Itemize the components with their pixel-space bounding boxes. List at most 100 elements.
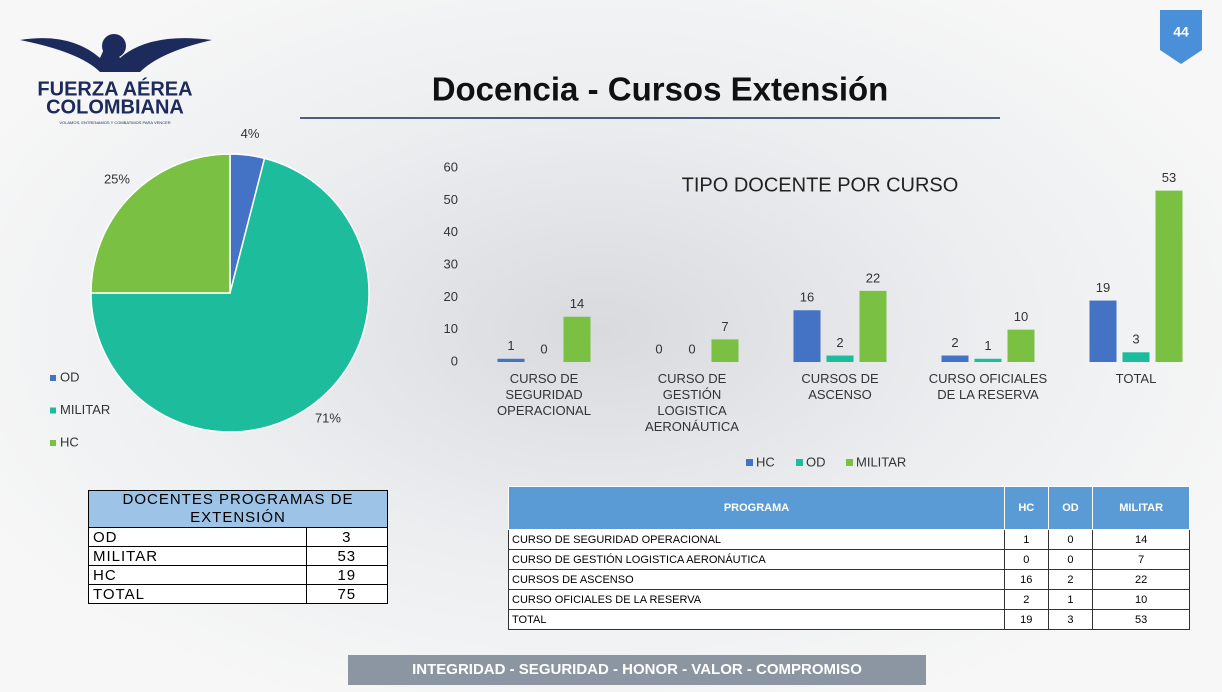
- legend-label: MILITAR: [60, 402, 110, 417]
- legend-label: MILITAR: [856, 454, 906, 469]
- pie-label: 4%: [241, 126, 260, 141]
- table-row: DOCENTES PROGRAMAS DE EXTENSIÓN: [89, 491, 388, 528]
- bar-value-label: 2: [951, 335, 958, 350]
- logo-emblem: [102, 34, 126, 58]
- legend-label: OD: [806, 454, 826, 469]
- legend-swatch: [50, 408, 56, 414]
- chart-title: TIPO DOCENTE POR CURSO: [682, 174, 959, 196]
- page-number: 44: [1173, 24, 1189, 40]
- slide-title: Docencia - Cursos Extensión: [432, 71, 889, 108]
- table-cell: CURSO DE SEGURIDAD OPERACIONAL: [509, 530, 1005, 550]
- bar-value-label: 19: [1096, 280, 1110, 295]
- table-cell: CURSO DE GESTIÓN LOGISTICA AERONÁUTICA: [509, 550, 1005, 570]
- legend-swatch: [846, 459, 853, 466]
- bar-value-label: 53: [1162, 170, 1176, 185]
- bar: [860, 291, 887, 362]
- pie-label: 71%: [315, 411, 341, 426]
- y-tick-label: 20: [444, 289, 458, 304]
- table-cell: 2: [1005, 590, 1049, 610]
- bar: [942, 356, 969, 362]
- table-cell: 3: [1048, 610, 1093, 630]
- x-tick-label: TOTAL: [1116, 371, 1157, 386]
- table-cell: TOTAL: [89, 585, 307, 604]
- legend-swatch: [50, 440, 56, 446]
- bar-value-label: 0: [688, 341, 695, 356]
- bar-value-label: 1: [507, 338, 514, 353]
- legend-swatch: [746, 459, 753, 466]
- logo-text: COLOMBIANA: [46, 96, 184, 118]
- bar-value-label: 0: [655, 341, 662, 356]
- y-tick-label: 10: [444, 321, 458, 336]
- y-tick-label: 60: [444, 159, 458, 174]
- table-cell: TOTAL: [509, 610, 1005, 630]
- y-tick-label: 30: [444, 256, 458, 271]
- table-cell: OD: [89, 528, 307, 547]
- y-tick-label: 40: [444, 224, 458, 239]
- table-cell: 53: [306, 547, 387, 566]
- legend-label: HC: [60, 434, 79, 449]
- x-tick-label: CURSOS DEASCENSO: [801, 371, 879, 402]
- table-cell: OD: [1048, 487, 1093, 530]
- table-cell: 3: [306, 528, 387, 547]
- bar: [794, 310, 821, 362]
- y-tick-label: 50: [444, 192, 458, 207]
- table-cell: 16: [1005, 570, 1049, 590]
- table-cell: MILITAR: [89, 547, 307, 566]
- table-cell: 53: [1093, 610, 1190, 630]
- bar: [498, 359, 525, 362]
- slide: FUERZA AÉREA COLOMBIANA VOLAMOS, ENTRENA…: [0, 0, 1222, 692]
- table-cell: 7: [1093, 550, 1190, 570]
- table-cell: 1: [1048, 590, 1093, 610]
- table-cell: 22: [1093, 570, 1190, 590]
- bar-value-label: 0: [540, 341, 547, 356]
- bar-value-label: 14: [570, 296, 584, 311]
- table-cell: 19: [306, 566, 387, 585]
- y-tick-label: 0: [451, 353, 458, 368]
- bar: [827, 356, 854, 362]
- bar-value-label: 1: [984, 338, 991, 353]
- bar: [1090, 301, 1117, 362]
- bar: [1008, 330, 1035, 362]
- bar-value-label: 7: [721, 319, 728, 334]
- table-cell: HC: [89, 566, 307, 585]
- table-cell: PROGRAMA: [509, 487, 1005, 530]
- legend-label: HC: [756, 454, 775, 469]
- table-cell: 19: [1005, 610, 1049, 630]
- legend-label: OD: [60, 369, 80, 384]
- table-cell: CURSOS DE ASCENSO: [509, 570, 1005, 590]
- legend-swatch: [796, 459, 803, 466]
- bar: [1156, 191, 1183, 362]
- table-cell: 10: [1093, 590, 1190, 610]
- table-cell: MILITAR: [1093, 487, 1190, 530]
- bar: [1123, 352, 1150, 362]
- logo-motto: VOLAMOS, ENTRENAMOS Y COMBATIMOS PARA VE…: [59, 120, 170, 125]
- bar: [975, 359, 1002, 362]
- table-cell: 75: [306, 585, 387, 604]
- table-cell: DOCENTES PROGRAMAS DE EXTENSIÓN: [89, 491, 388, 528]
- bar-value-label: 3: [1132, 332, 1139, 347]
- table-cell: 0: [1048, 530, 1093, 550]
- table-cell: HC: [1005, 487, 1049, 530]
- table-cell: 0: [1048, 550, 1093, 570]
- table-cell: 14: [1093, 530, 1190, 550]
- table-cell: CURSO OFICIALES DE LA RESERVA: [509, 590, 1005, 610]
- bar-value-label: 10: [1014, 309, 1028, 324]
- table-cell: 2: [1048, 570, 1093, 590]
- bar: [712, 339, 739, 362]
- table-cell: 1: [1005, 530, 1049, 550]
- pie-label: 25%: [104, 171, 130, 186]
